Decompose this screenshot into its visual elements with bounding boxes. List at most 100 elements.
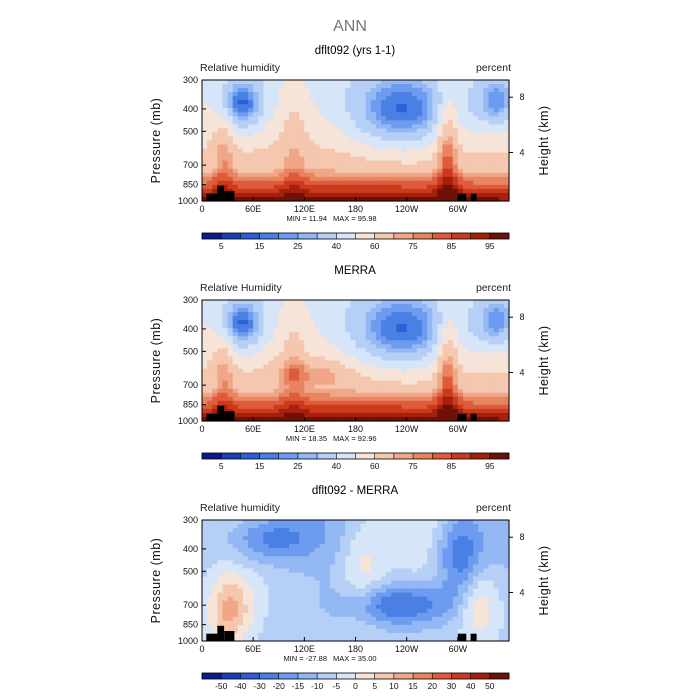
field-cell <box>422 528 428 533</box>
field-cell <box>391 332 398 337</box>
field-cell <box>202 148 208 154</box>
field-cell <box>304 560 311 565</box>
field-cell <box>452 580 459 586</box>
field-cell <box>416 344 423 349</box>
field-cell <box>483 116 490 121</box>
field-cell <box>299 104 305 109</box>
field-cell <box>386 156 392 162</box>
field-cell <box>314 584 321 590</box>
field-cell <box>493 92 500 97</box>
field-cell <box>493 568 500 574</box>
field-cell <box>401 192 408 198</box>
x-tick-label: 120W <box>395 204 419 214</box>
field-cell <box>278 316 285 321</box>
field-cell <box>360 548 367 553</box>
field-cell <box>335 544 341 549</box>
field-cell <box>483 592 490 598</box>
field-cell <box>503 564 510 569</box>
field-cell <box>416 100 423 105</box>
field-cell <box>309 596 316 602</box>
field-cell <box>391 400 398 406</box>
field-cell <box>350 312 357 317</box>
field-cell <box>278 528 285 533</box>
field-cell <box>258 404 264 410</box>
field-cell <box>253 408 259 414</box>
field-cell <box>207 572 213 578</box>
field-cell <box>263 104 270 109</box>
field-cell <box>207 540 213 545</box>
field-cell <box>365 588 372 594</box>
field-cell <box>263 564 270 569</box>
field-cell <box>422 388 428 394</box>
field-cell <box>468 376 474 382</box>
field-cell <box>207 552 213 557</box>
field-cell <box>232 600 239 606</box>
field-cell <box>503 184 510 190</box>
field-cell <box>386 408 392 414</box>
field-cell <box>432 360 438 366</box>
field-cell <box>268 376 275 382</box>
field-cell <box>360 180 367 186</box>
field-cell <box>212 112 218 117</box>
field-cell <box>391 304 398 309</box>
field-cell <box>304 304 311 309</box>
field-cell <box>370 412 377 418</box>
field-cell <box>273 596 280 602</box>
field-cell <box>324 544 331 549</box>
field-cell <box>237 188 244 194</box>
field-cell <box>294 352 300 358</box>
field-cell <box>375 316 382 321</box>
field-cell <box>232 140 239 146</box>
field-cell <box>370 584 377 590</box>
field-cell <box>248 580 254 586</box>
field-cell <box>324 124 331 129</box>
field-cell <box>462 88 469 93</box>
field-cell <box>314 180 321 186</box>
field-cell <box>232 572 239 578</box>
field-cell <box>278 400 285 406</box>
field-cell <box>217 584 224 590</box>
x-tick-label: 0 <box>199 204 204 214</box>
field-cell <box>253 368 259 374</box>
field-cell <box>488 156 495 162</box>
field-cell <box>309 196 316 202</box>
field-cell <box>237 560 244 565</box>
field-cell <box>232 348 239 354</box>
field-cell <box>381 328 387 333</box>
field-cell <box>232 580 239 586</box>
field-cell <box>345 128 351 134</box>
field-cell <box>432 392 438 398</box>
field-cell <box>432 404 438 410</box>
field-cell <box>273 112 280 117</box>
field-cell <box>416 168 423 174</box>
field-cell <box>304 168 311 174</box>
field-cell <box>227 540 234 545</box>
field-cell <box>217 520 224 525</box>
field-cell <box>222 592 229 598</box>
field-cell <box>242 348 249 354</box>
field-cell <box>309 556 316 561</box>
field-cell <box>329 536 336 541</box>
field-cell <box>401 136 408 142</box>
field-cell <box>396 80 403 85</box>
field-cell <box>370 328 377 333</box>
field-cell <box>248 332 254 337</box>
field-cell <box>324 568 331 574</box>
field-cell <box>350 140 357 146</box>
field-cell <box>411 156 418 162</box>
field-cell <box>314 376 321 382</box>
field-cell <box>304 132 311 138</box>
field-cell <box>406 584 413 590</box>
field-cell <box>483 372 490 378</box>
field-cell <box>498 332 505 337</box>
field-cell <box>207 528 213 533</box>
field-cell <box>258 188 264 194</box>
field-cell <box>299 300 305 305</box>
field-cell <box>391 584 398 590</box>
field-cell <box>498 416 505 422</box>
field-cell <box>473 548 479 553</box>
field-cell <box>503 176 510 182</box>
field-cell <box>335 160 341 166</box>
field-cell <box>294 96 300 101</box>
field-cell <box>294 192 300 198</box>
